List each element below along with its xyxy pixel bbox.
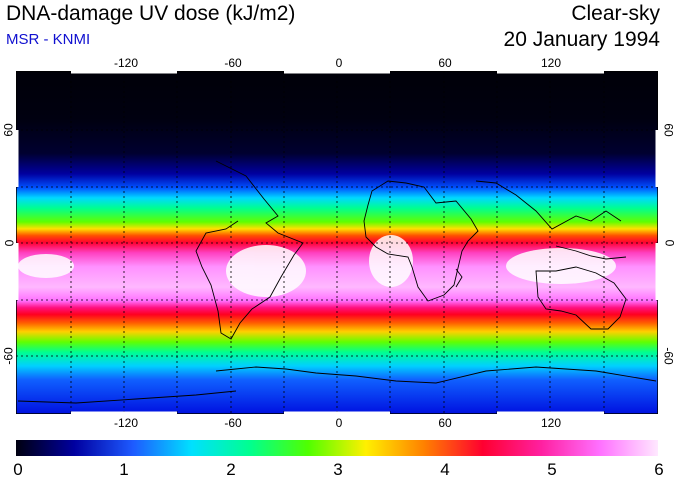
map-title: DNA-damage UV dose (kJ/m2)	[6, 2, 296, 25]
graticule	[16, 71, 658, 414]
lon-label-bottom: 60	[438, 416, 452, 430]
high-dose-regions	[18, 235, 616, 297]
coastlines	[17, 160, 657, 404]
lat-label-right: -60	[661, 347, 676, 365]
source-label: MSR - KNMI	[6, 31, 91, 48]
scale-tick-label: 0	[13, 460, 23, 479]
map-frame	[16, 71, 658, 414]
scale-tick-label: 1	[119, 460, 129, 479]
lon-label-bottom: -60	[224, 416, 242, 430]
scale-tick-label: 3	[333, 460, 343, 479]
lon-label-bottom: -120	[113, 416, 139, 430]
lon-label-top: -120	[113, 56, 139, 70]
scale-tick-label: 6	[654, 460, 664, 479]
lon-label-top: -60	[224, 56, 242, 70]
scale-tick-label: 4	[440, 460, 450, 479]
lon-label-top: 0	[335, 56, 343, 70]
scale-tick-label: 5	[547, 460, 557, 479]
scale-tick-label: 2	[226, 460, 236, 479]
lat-label-left: 0	[2, 239, 17, 247]
lat-label-left: -60	[1, 347, 16, 365]
lon-label-top: 120	[540, 56, 562, 70]
lon-label-top: 60	[438, 56, 452, 70]
lat-label-left: 60	[1, 123, 16, 137]
lat-label-right: 60	[661, 123, 676, 137]
color-scale-bar	[16, 440, 658, 456]
lon-label-bottom: 0	[335, 416, 343, 430]
date-label: 20 January 1994	[503, 28, 660, 51]
sky-condition-label: Clear-sky	[571, 2, 660, 25]
uv-dose-world-map	[16, 71, 658, 414]
lon-label-bottom: 120	[540, 416, 562, 430]
lat-label-right: 0	[662, 239, 677, 247]
